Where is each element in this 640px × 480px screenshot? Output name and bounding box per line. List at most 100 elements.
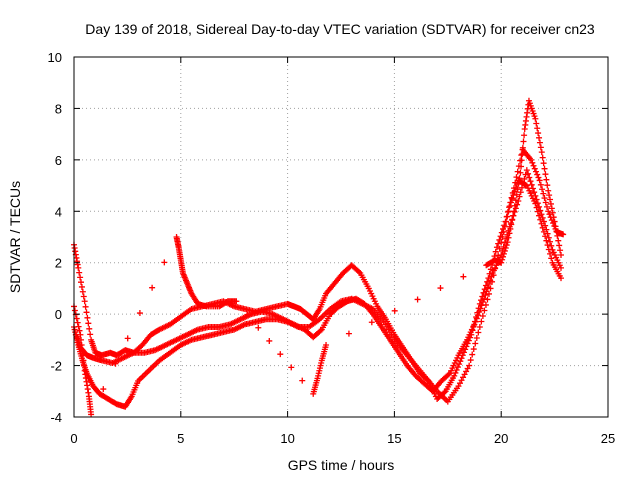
- data-point: [484, 284, 491, 291]
- data-point: [508, 221, 515, 228]
- data-point: [528, 156, 535, 163]
- data-point: [521, 175, 528, 182]
- data-point: [323, 342, 330, 348]
- data-point: [540, 160, 547, 167]
- data-point: [492, 248, 499, 255]
- data-point: [469, 351, 476, 358]
- data-point: [519, 144, 526, 151]
- data-point: [526, 174, 533, 181]
- data-point: [485, 281, 492, 288]
- data-point: [78, 342, 85, 348]
- data-point: [525, 170, 532, 177]
- data-point: [513, 174, 520, 181]
- data-point: [266, 337, 273, 344]
- data-point: [112, 360, 119, 367]
- data-point: [537, 181, 544, 188]
- data-point: [84, 314, 91, 321]
- data-point: [536, 203, 543, 210]
- data-point: [519, 150, 526, 157]
- data-point: [558, 264, 565, 271]
- data-point: [481, 295, 488, 302]
- data-point: [78, 336, 85, 343]
- data-point: [540, 190, 547, 197]
- data-point: [479, 312, 486, 319]
- data-point: [537, 207, 544, 214]
- data-point: [454, 364, 461, 371]
- plot-frame: [73, 56, 609, 418]
- data-point: [542, 222, 549, 229]
- data-point: [511, 202, 518, 209]
- data-point: [505, 234, 512, 241]
- data-point: [518, 184, 525, 191]
- data-point: [478, 318, 485, 325]
- data-point: [539, 154, 546, 161]
- data-point: [517, 189, 524, 196]
- data-point: [79, 288, 86, 295]
- data-point: [76, 269, 83, 276]
- data-point: [543, 226, 550, 233]
- data-point: [515, 180, 522, 187]
- data-point: [538, 149, 545, 156]
- data-point: [368, 319, 375, 326]
- data-point: [487, 285, 494, 292]
- data-point: [414, 296, 421, 303]
- data-point: [470, 346, 477, 353]
- data-point: [531, 165, 538, 172]
- data-point: [504, 213, 511, 220]
- data-point: [475, 329, 482, 336]
- data-point: [558, 275, 565, 282]
- data-point: [277, 351, 284, 358]
- data-point: [536, 134, 543, 141]
- data-point: [483, 288, 490, 295]
- data-point: [511, 208, 518, 215]
- data-point: [445, 371, 452, 378]
- data-point: [82, 303, 89, 310]
- data-point: [460, 273, 467, 280]
- data-point: [544, 242, 551, 249]
- data-point: [537, 144, 544, 151]
- y-axis-label: SDTVAR / TECUs: [7, 181, 23, 293]
- data-point: [513, 191, 520, 198]
- data-point: [554, 232, 561, 239]
- data-point: [255, 324, 262, 331]
- data-point: [520, 138, 527, 145]
- data-point: [345, 330, 352, 337]
- data-point: [523, 167, 530, 174]
- data-point: [498, 259, 505, 266]
- data-point: [477, 305, 484, 312]
- y-tick-label: -4: [50, 410, 62, 425]
- data-point: [81, 298, 88, 305]
- data-point: [437, 285, 444, 292]
- data-point: [514, 168, 521, 175]
- data-point: [476, 324, 483, 330]
- data-point: [533, 120, 540, 127]
- data-point: [547, 238, 554, 245]
- data-point: [78, 283, 85, 290]
- data-point: [516, 175, 523, 182]
- data-point: [317, 327, 324, 334]
- data-point: [532, 168, 539, 175]
- data-point: [535, 174, 542, 181]
- data-point: [484, 296, 491, 303]
- data-point: [481, 307, 488, 314]
- series-track-d: [71, 97, 565, 418]
- data-point: [538, 211, 545, 218]
- data-point: [514, 186, 521, 193]
- data-point: [500, 228, 507, 235]
- data-point: [560, 231, 567, 238]
- data-point: [88, 411, 95, 418]
- data-point: [545, 187, 552, 194]
- data-point: [512, 197, 519, 204]
- data-point: [547, 250, 554, 257]
- x-tick-label: 20: [494, 431, 508, 446]
- data-point: [79, 347, 86, 354]
- data-points: [71, 97, 567, 418]
- data-point: [543, 203, 550, 210]
- y-tick-label: 8: [55, 101, 62, 116]
- data-point: [532, 115, 539, 122]
- data-point: [529, 159, 536, 166]
- data-point: [80, 357, 87, 364]
- data-point: [501, 247, 508, 254]
- data-point: [532, 192, 539, 199]
